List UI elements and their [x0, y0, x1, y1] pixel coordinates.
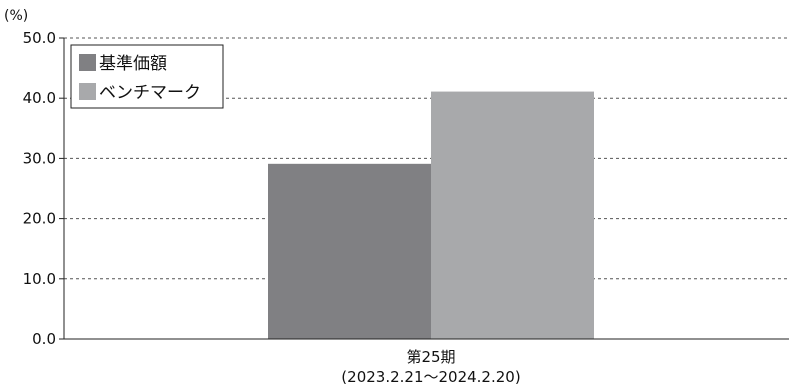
- x-tick-labels: 第25期 (2023.2.21～2024.2.20): [341, 348, 520, 386]
- y-tick-label: 10.0: [23, 270, 56, 288]
- bars: [268, 91, 594, 339]
- x-category-label: 第25期: [406, 348, 455, 366]
- legend-label: ベンチマーク: [99, 83, 201, 103]
- y-tick-label: 0.0: [32, 330, 56, 348]
- legend-box: [70, 44, 224, 109]
- y-tick-label: 40.0: [23, 89, 56, 107]
- y-tick-label: 20.0: [23, 210, 56, 228]
- legend-swatch: [79, 83, 96, 100]
- y-tick-labels: 0.0 10.0 20.0 30.0 40.0 50.0: [23, 29, 56, 348]
- legend-label: 基準価額: [99, 54, 167, 74]
- y-tick-label: 50.0: [23, 29, 56, 47]
- x-category-sublabel: (2023.2.21～2024.2.20): [341, 368, 520, 386]
- y-unit-label: (%): [4, 8, 28, 24]
- y-tick-label: 30.0: [23, 149, 56, 167]
- bar-nav: [268, 163, 431, 339]
- bar-benchmark: [431, 91, 594, 339]
- legend-swatch: [79, 54, 96, 71]
